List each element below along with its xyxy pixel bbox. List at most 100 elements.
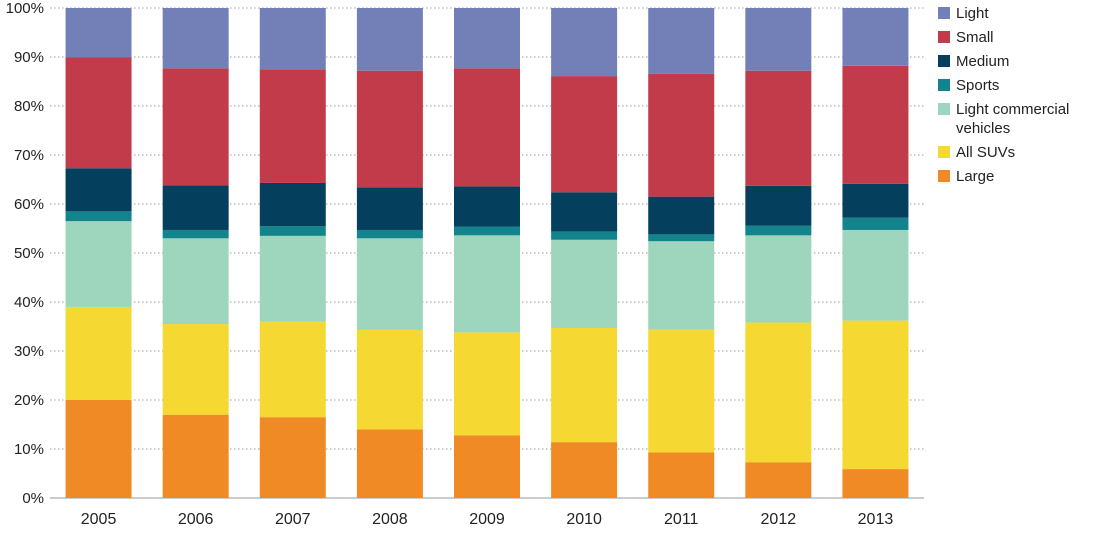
bar-segment (745, 235, 812, 323)
legend-label: Sports (956, 77, 1000, 94)
bar-segment (648, 8, 715, 74)
bar-segment (842, 320, 909, 470)
bar-segment (162, 324, 229, 415)
legend-swatch (938, 55, 950, 67)
bar-segment (648, 452, 715, 498)
bar-segment (162, 229, 229, 239)
bar-segment (551, 76, 618, 193)
y-tick-label: 60% (14, 196, 44, 213)
bar-segment (842, 65, 909, 184)
y-tick-label: 80% (14, 98, 44, 115)
legend-label: Large (956, 168, 995, 185)
bar-segment (454, 186, 520, 227)
bar-segment (259, 182, 326, 227)
bar-segment (454, 68, 520, 187)
legend-item: Sports (938, 76, 1088, 95)
y-tick-label: 10% (14, 441, 44, 458)
legend-label: All SUVs (956, 144, 1016, 161)
y-tick-label: 70% (14, 147, 44, 164)
bar-segment (454, 226, 520, 236)
legend-item: Light (938, 4, 1088, 23)
x-tick-label: 2009 (469, 511, 505, 528)
bar-stack (648, 8, 715, 498)
y-tick-label: 90% (14, 49, 44, 66)
bar-stack (162, 8, 229, 498)
bar-segment (648, 196, 715, 235)
bar-segment (65, 8, 132, 58)
bar-segment (356, 329, 423, 430)
y-tick-label: 0% (22, 490, 44, 507)
bar-segment (842, 229, 909, 321)
x-tick-label: 2010 (566, 511, 602, 528)
legend-swatch (938, 103, 950, 115)
x-tick-label: 2006 (178, 511, 214, 528)
legend: Light Small Medium Sports Light commercial v… (938, 4, 1088, 191)
bar-segment (65, 221, 132, 307)
x-tick-label: 2007 (275, 511, 311, 528)
x-tick-label: 2011 (664, 511, 699, 528)
bar-segment (454, 8, 520, 69)
bar-segment (745, 225, 812, 236)
bar-segment (162, 8, 229, 69)
bar-segment (356, 238, 423, 330)
bar-stack (454, 8, 520, 498)
bar-segment (745, 185, 812, 226)
bar-stack (356, 8, 423, 498)
legend-item: Large (938, 167, 1088, 186)
bar-segment (162, 185, 229, 230)
bar-segment (356, 70, 423, 188)
bar-segment (259, 69, 326, 183)
y-tick-label: 20% (14, 392, 44, 409)
bar-segment (454, 235, 520, 333)
bar-segment (259, 417, 326, 498)
x-tick-label: 2012 (761, 511, 797, 528)
bar-segment (648, 234, 715, 242)
bar-segment (259, 226, 326, 236)
bar-segment (356, 429, 423, 498)
bar-segment (162, 68, 229, 186)
y-tick-label: 30% (14, 343, 44, 360)
legend-label: Light commercial vehicles (956, 101, 1070, 137)
y-tick-label: 50% (14, 245, 44, 262)
x-axis: 2005 2006 2007 2008 2009 2010 2011 2012 2013 (81, 511, 894, 528)
bar-segment (65, 400, 132, 498)
bar-segment (65, 211, 132, 222)
bar-stack (842, 8, 909, 498)
bar-segment (356, 8, 423, 71)
bar-stack (745, 8, 812, 498)
legend-label: Small (956, 29, 994, 46)
legend-item: All SUVs (938, 143, 1088, 162)
bar-segment (65, 306, 132, 400)
legend-swatch (938, 31, 950, 43)
y-tick-label: 40% (14, 294, 44, 311)
bar-segment (551, 442, 618, 498)
bar-stack (259, 8, 326, 498)
bar-segment (745, 70, 812, 186)
bar-segment (551, 327, 618, 443)
bar-segment (454, 435, 520, 498)
bar-segment (842, 183, 909, 218)
bar-segment (648, 73, 715, 197)
x-tick-label: 2008 (372, 511, 408, 528)
bar-segment (356, 229, 423, 239)
legend-item: Medium (938, 52, 1088, 71)
bar-segment (259, 8, 326, 70)
bar-segment (551, 231, 618, 240)
bar-segment (648, 241, 715, 330)
x-tick-label: 2005 (81, 511, 117, 528)
bar-segment (648, 329, 715, 453)
bar-segment (745, 8, 812, 71)
bar-segment (259, 321, 326, 418)
bar-segment (162, 414, 229, 498)
bar-segment (551, 192, 618, 232)
bar-segment (842, 8, 909, 66)
bar-segment (551, 8, 618, 77)
x-tick-label: 2013 (858, 511, 894, 528)
bar-segment (745, 462, 812, 498)
bar-stack (65, 8, 132, 498)
bar-segment (65, 168, 132, 212)
legend-swatch (938, 79, 950, 91)
bar-stack (551, 8, 618, 498)
bar-segment (551, 239, 618, 328)
bar-segment (356, 187, 423, 230)
